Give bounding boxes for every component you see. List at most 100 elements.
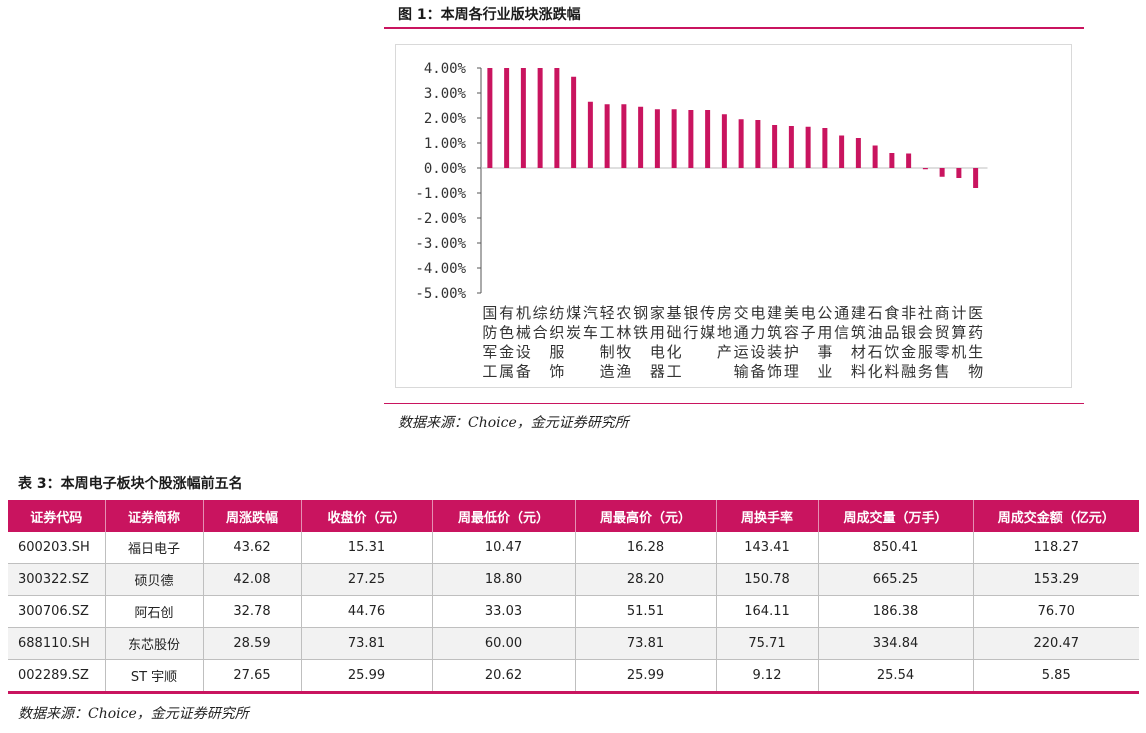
x-category-label: 融	[901, 363, 916, 381]
x-category-label: 基	[667, 304, 682, 322]
cell-close: 25.99	[301, 659, 433, 694]
y-tick-label: -4.00%	[415, 261, 466, 277]
x-category-label: 料	[851, 363, 866, 381]
header-volume: 周成交量（万手）	[818, 500, 974, 532]
x-category-label: 银	[901, 324, 916, 342]
y-tick-label: 2.00%	[424, 111, 467, 127]
table-row: 300706.SZ 阿石创 32.78 44.76 33.03 51.51 16…	[8, 595, 1139, 628]
bar	[504, 68, 510, 168]
cell-change: 27.65	[203, 659, 302, 694]
x-category-label: 合	[533, 324, 548, 342]
x-category-label: 备	[750, 363, 765, 381]
bar	[755, 120, 761, 168]
cell-close: 44.76	[301, 595, 433, 628]
x-category-label: 础	[667, 324, 682, 342]
cell-turnover: 143.41	[716, 532, 819, 564]
x-category-label: 务	[918, 363, 933, 381]
header-turnover: 周换手率	[716, 500, 819, 532]
x-category-label: 有	[499, 304, 514, 322]
x-category-label: 筑	[767, 324, 782, 342]
x-category-label: 防	[482, 324, 497, 342]
x-category-label: 综	[533, 304, 548, 322]
x-category-label: 材	[851, 343, 866, 361]
bar	[587, 101, 593, 168]
y-tick-label: -2.00%	[415, 211, 466, 227]
cell-volume: 850.41	[818, 532, 974, 564]
x-category-label: 贸	[935, 324, 950, 342]
chart-frame: 4.00% 3.00% 2.00% 1.00% 0.00% -1.00% -2.00% -3.…	[395, 44, 1072, 388]
cell-turnover: 164.11	[716, 595, 819, 628]
bar	[788, 126, 794, 168]
x-category-label: 石	[868, 304, 883, 322]
x-category-label: 轻	[600, 304, 615, 322]
x-category-label: 石	[868, 343, 883, 361]
cell-close: 15.31	[301, 532, 433, 564]
cell-turnover: 9.12	[716, 659, 819, 694]
cell-name: 东芯股份	[105, 627, 204, 660]
table-title: 表 3：本周电子板块个股涨幅前五名	[18, 476, 243, 492]
table-row: 600203.SH 福日电子 43.62 15.31 10.47 16.28 1…	[8, 532, 1139, 564]
x-category-label: 医	[968, 304, 983, 322]
header-name: 证券简称	[105, 500, 204, 532]
x-category-label: 产	[717, 343, 732, 361]
cell-high: 73.81	[575, 627, 717, 660]
x-category-label: 饰	[549, 363, 564, 381]
x-category-label: 用	[650, 324, 665, 342]
x-category-label: 建	[851, 304, 866, 322]
bar	[621, 104, 627, 168]
x-category-label: 饰	[767, 363, 782, 381]
cell-low: 18.80	[432, 563, 576, 596]
bar	[973, 168, 979, 188]
cell-turnover: 75.71	[716, 627, 819, 660]
x-category-label: 料	[884, 363, 899, 381]
x-category-label: 业	[817, 363, 832, 381]
y-tick-label: -5.00%	[415, 286, 466, 302]
x-category-label: 化	[667, 343, 682, 361]
bar	[855, 138, 861, 168]
x-category-label: 农	[616, 304, 631, 322]
x-category-label: 备	[516, 363, 531, 381]
x-category-label: 服	[918, 343, 933, 361]
x-category-label: 机	[516, 304, 531, 322]
header-weekly-high: 周最高价（元）	[575, 500, 717, 532]
x-category-label: 用	[817, 324, 832, 342]
header-weekly-low: 周最低价（元）	[432, 500, 576, 532]
figure-title: 图 1：本周各行业版块涨跌幅	[398, 7, 581, 23]
x-category-label: 媒	[700, 324, 715, 342]
cell-low: 20.62	[432, 659, 576, 694]
bar	[889, 153, 895, 168]
x-category-label: 械	[516, 324, 531, 342]
bar	[906, 153, 912, 168]
cell-high: 51.51	[575, 595, 717, 628]
figure-bottom-rule	[384, 403, 1084, 404]
cell-change: 28.59	[203, 627, 302, 660]
x-category-label: 力	[750, 324, 765, 342]
bar	[839, 135, 845, 168]
x-category-label: 通	[734, 324, 749, 342]
x-category-label: 饮	[884, 343, 899, 361]
x-category-label: 工	[667, 363, 682, 381]
cell-high: 25.99	[575, 659, 717, 694]
cell-amount: 76.70	[973, 595, 1139, 628]
x-category-label: 煤	[566, 304, 581, 322]
figure-source: 数据来源：Choice，金元证券研究所	[398, 415, 629, 431]
x-category-label: 社	[918, 304, 933, 322]
cell-name: 阿石创	[105, 595, 204, 628]
x-category-label: 食	[884, 304, 899, 322]
x-category-label: 林	[616, 324, 631, 342]
cell-name: 硕贝德	[105, 563, 204, 596]
x-category-label: 渔	[616, 363, 631, 381]
x-category-label: 家	[650, 304, 665, 322]
bar	[638, 106, 644, 168]
header-weekly-change: 周涨跌幅	[203, 500, 302, 532]
cell-name: 福日电子	[105, 532, 204, 564]
cell-low: 60.00	[432, 627, 576, 660]
x-category-label: 设	[516, 343, 531, 361]
x-category-label: 电	[650, 343, 665, 361]
cell-volume: 25.54	[818, 659, 974, 694]
bar	[872, 145, 878, 168]
x-category-label: 机	[951, 343, 966, 361]
x-category-label: 炭	[566, 324, 581, 342]
x-category-label: 筑	[851, 324, 866, 342]
figure-top-rule	[384, 27, 1084, 29]
